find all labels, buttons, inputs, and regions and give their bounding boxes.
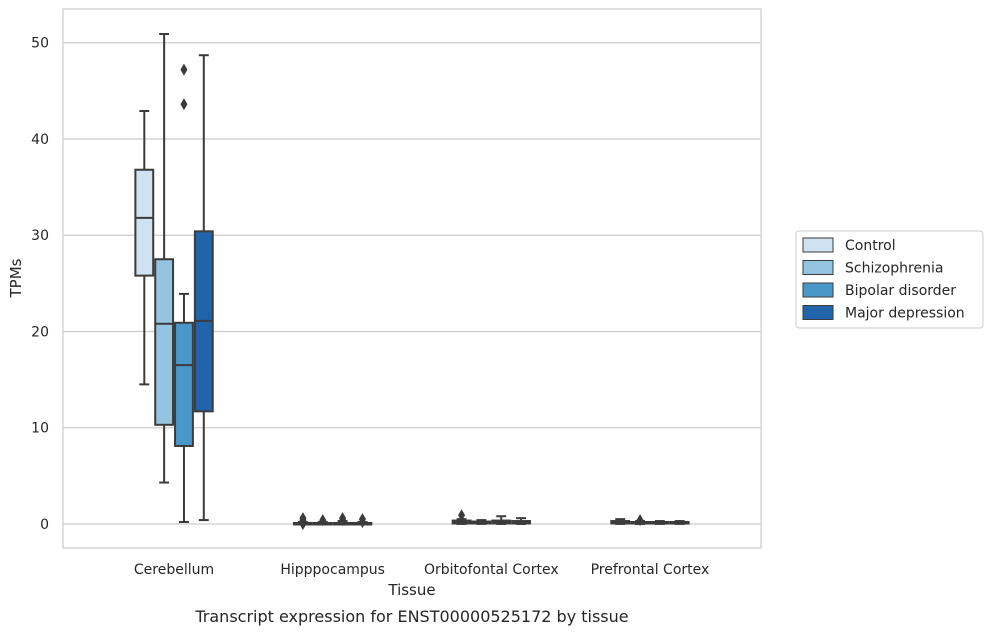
box [332, 512, 353, 527]
y-tick-label: 30 [31, 228, 49, 244]
legend-swatch [802, 237, 834, 253]
outlier-point [319, 514, 327, 527]
box [154, 33, 175, 484]
outlier-point [180, 98, 188, 111]
x-tick-label: Prefrontal Cortex [591, 562, 710, 578]
box [471, 519, 492, 525]
box [649, 520, 670, 525]
outlier-point [180, 63, 188, 76]
x-tick-label: Orbitofontal Cortex [424, 562, 559, 578]
box [352, 513, 373, 529]
y-tick-label: 0 [40, 517, 49, 533]
box [511, 517, 531, 525]
outlier-point [339, 514, 347, 527]
plot-frame [62, 8, 762, 549]
legend-label: Major depression [845, 306, 965, 322]
category-group [451, 509, 531, 525]
box-groups [134, 33, 690, 530]
chart-caption: Transcript expression for ENST0000052517… [194, 607, 628, 626]
box [174, 63, 194, 524]
category-group [134, 33, 214, 524]
x-tick-labels: Cerebellum Hipppocampus Orbitofontal Corte… [134, 562, 709, 578]
y-axis-label: TPMs [7, 258, 25, 298]
category-group [293, 512, 373, 530]
legend: Control Schizophrenia Bipolar disorder Majo… [795, 230, 984, 329]
y-tick-label: 40 [31, 132, 49, 148]
category-group [610, 514, 690, 527]
box [491, 515, 512, 525]
box-body [134, 168, 155, 277]
outlier-point [358, 516, 366, 529]
y-tick-labels: 0 10 20 30 40 50 [31, 36, 49, 533]
legend-swatch [802, 282, 834, 298]
box [134, 110, 155, 386]
legend-frame [795, 230, 984, 329]
x-tick-label: Cerebellum [134, 562, 214, 578]
legend-label: Bipolar disorder [845, 283, 956, 299]
y-tick-label: 20 [31, 324, 49, 340]
box [451, 509, 472, 525]
box [669, 520, 690, 525]
outlier-point [636, 514, 644, 527]
box-body [174, 321, 194, 447]
y-tick-label: 10 [31, 421, 49, 437]
box [293, 512, 313, 530]
box [193, 54, 214, 522]
legend-swatch [802, 305, 834, 320]
box [630, 514, 650, 527]
x-axis-label: Tissue [387, 581, 435, 599]
legend-label: Control [845, 238, 896, 254]
x-tick-label: Hipppocampus [280, 562, 385, 578]
box [610, 518, 631, 525]
outlier-point [458, 509, 466, 522]
outlier-point [299, 517, 307, 530]
box [312, 514, 333, 527]
legend-label: Schizophrenia [845, 261, 943, 277]
legend-swatch [802, 260, 834, 275]
box-body [154, 258, 175, 426]
y-tick-label: 50 [31, 36, 49, 52]
